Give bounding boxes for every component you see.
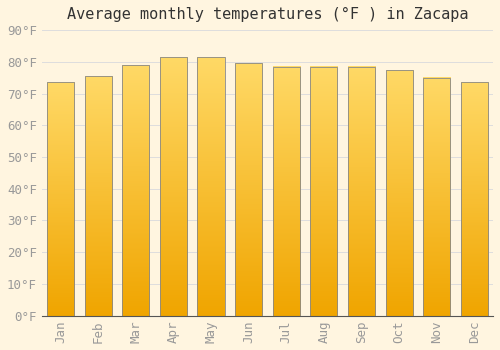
Bar — [460, 83, 488, 316]
Bar — [84, 76, 112, 316]
Bar — [160, 57, 187, 316]
Bar — [272, 66, 300, 316]
Bar — [310, 66, 338, 316]
Bar — [423, 78, 450, 316]
Bar — [198, 57, 224, 316]
Bar — [122, 65, 150, 316]
Bar — [235, 63, 262, 316]
Bar — [386, 70, 412, 316]
Bar — [348, 66, 375, 316]
Bar — [47, 83, 74, 316]
Title: Average monthly temperatures (°F ) in Zacapa: Average monthly temperatures (°F ) in Za… — [66, 7, 468, 22]
